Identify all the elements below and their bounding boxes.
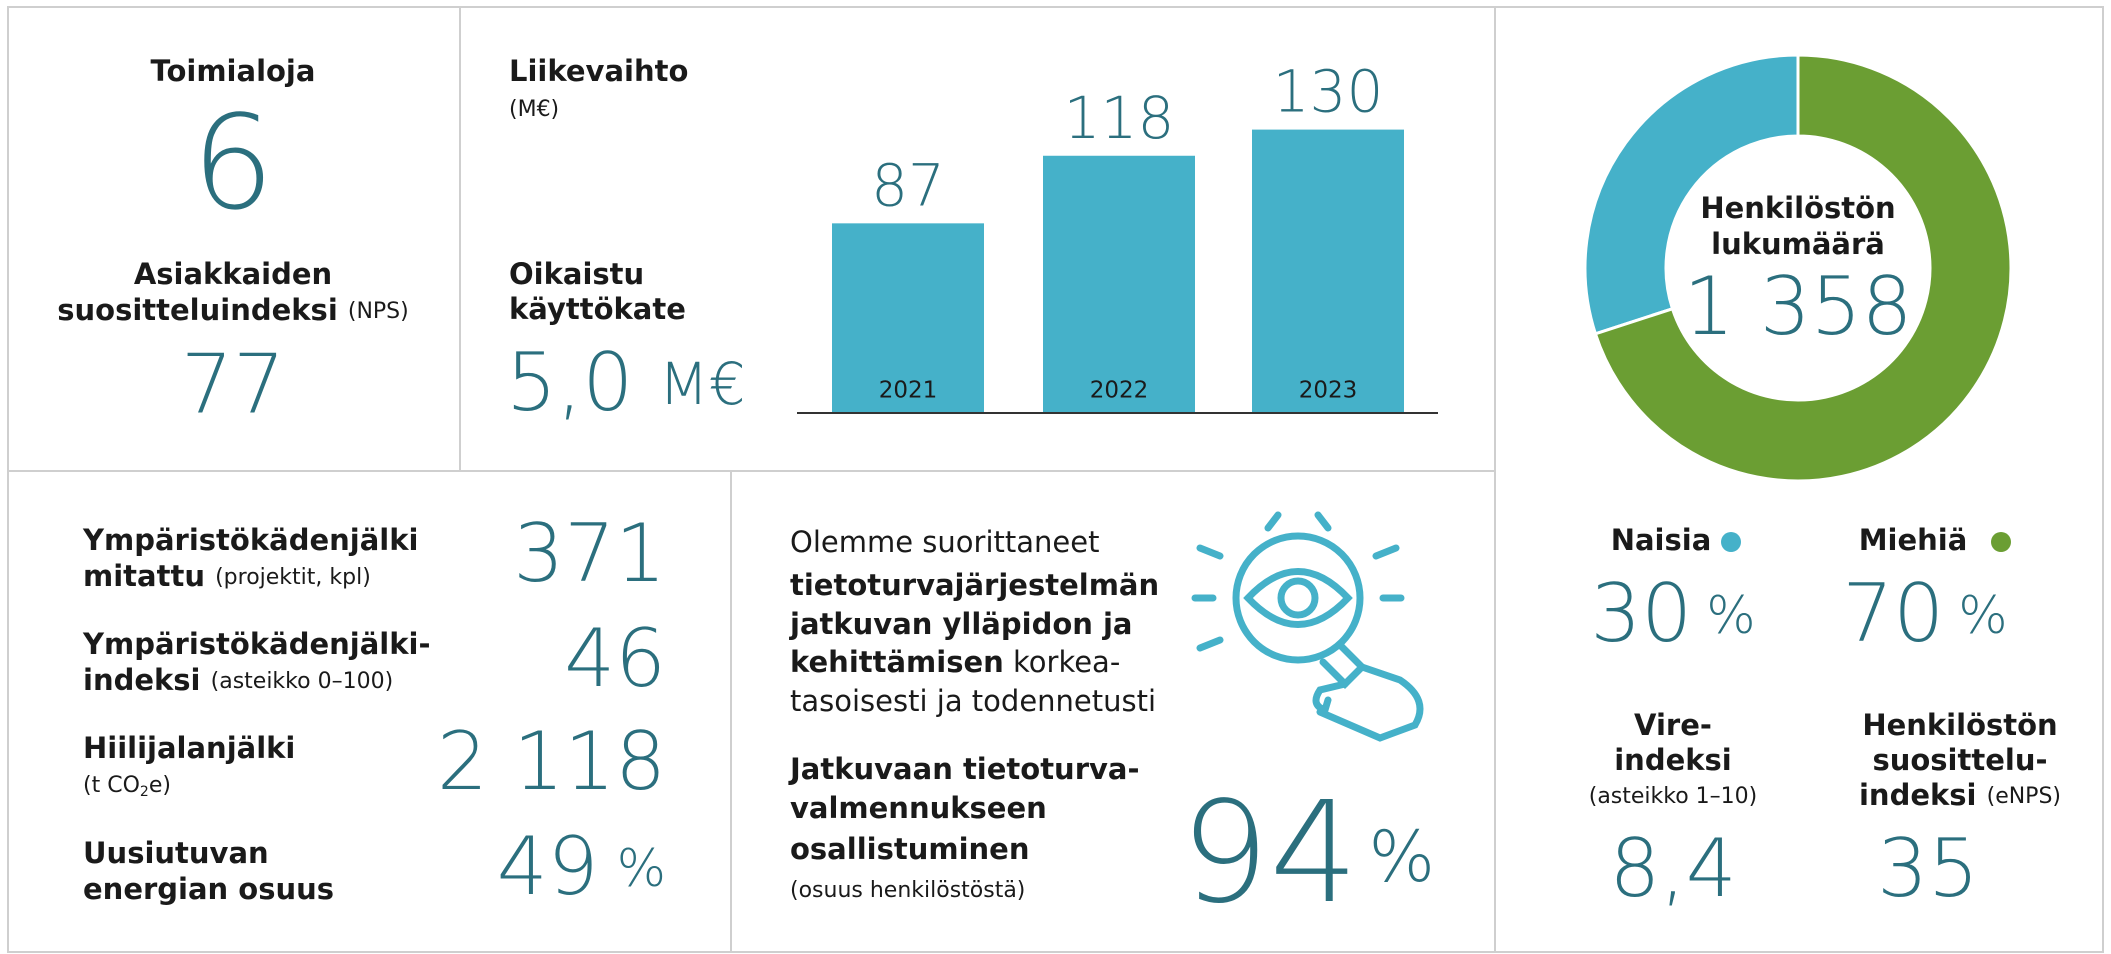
text: tietoturvajärjestelmän [790, 568, 1159, 602]
label: Hiilijalanjälki [83, 731, 295, 765]
text: tasoisesti ja todennetusti [790, 684, 1156, 718]
value-label: 130 [1273, 58, 1384, 126]
label: indeksi (eNPS) [1859, 778, 2061, 812]
label: Henkilöstön [1862, 708, 2057, 742]
note: (eNPS) [1987, 784, 2061, 809]
label: Uusiutuvan [83, 836, 269, 870]
label: Ympäristökädenjälki- [82, 627, 430, 661]
note: (t CO2e) [83, 773, 171, 800]
text: kehittämisen [790, 645, 1004, 679]
note: (asteikko 0–100) [211, 669, 394, 694]
unit: % [617, 839, 666, 899]
unit: % [1706, 586, 1755, 646]
value: 8,4 [1609, 822, 1736, 915]
label: Ympäristökädenjälki [82, 523, 418, 557]
note: (projektit, kpl) [215, 565, 371, 590]
label: Uusiutuvan [83, 836, 269, 870]
value: 6 [192, 87, 275, 239]
donut-segment [1593, 53, 2013, 483]
value: 5,0 M€ [506, 336, 746, 429]
value: 46 [564, 612, 666, 705]
bar [1043, 155, 1195, 413]
bar-chart: 87 2021 118 2022 130 2023 [797, 58, 1438, 414]
label: indeksi [83, 663, 201, 697]
note: (osuus henkilöstöstä) [790, 878, 1025, 903]
legend-dot [1991, 532, 2011, 552]
category-label: 2023 [1299, 378, 1358, 404]
label: Asiakkaiden [134, 257, 332, 291]
value: 2 118 [437, 715, 666, 808]
category-label: 2022 [1090, 378, 1149, 404]
label: mitattu [83, 559, 205, 593]
label: indeksi [1859, 778, 1977, 812]
text: jatkuvan ylläpidon ja [789, 607, 1133, 641]
label: Jatkuvaan tietoturva- [788, 752, 1140, 786]
label: valmennukseen [790, 791, 1047, 825]
category-label: 2021 [879, 378, 938, 404]
note: 2 [140, 784, 149, 800]
bar [1252, 129, 1404, 413]
legend-entry: Naisia [1611, 523, 1712, 557]
value: 70 [1842, 567, 1944, 660]
unit: % [1368, 816, 1435, 898]
unit: (M€) [509, 97, 559, 122]
note: (NPS) [348, 299, 409, 324]
label: Oikaistu [509, 257, 644, 291]
label: energian osuus [83, 872, 334, 906]
label: mitattu (projektit, kpl) [83, 559, 371, 593]
label: suosittelu- [1872, 743, 2047, 777]
label: osallistuminen [790, 832, 1029, 866]
value: 46 [564, 612, 666, 705]
donut-title: lukumäärä [1711, 227, 1885, 261]
donut-chart: Naisia 30 % Miehiä 70% [1583, 53, 2013, 660]
label: Hiilijalanjälki [83, 731, 295, 765]
legend-label: Naisia [1611, 523, 1712, 557]
label: Ympäristökädenjälki [82, 523, 418, 557]
donut-title: Henkilöstön [1700, 191, 1895, 225]
value: 5,0 [506, 336, 633, 429]
label: indeksi (asteikko 0–100) [83, 663, 393, 697]
label: Vire- [1634, 708, 1712, 742]
text: kehittämisen korkea- [790, 645, 1120, 679]
value: 49 [497, 820, 599, 913]
magnifier-icon [1191, 511, 1424, 742]
donut-segment [1583, 53, 1800, 336]
value: 94% [1180, 772, 1435, 935]
value: 70% [1842, 567, 2007, 660]
legend-label: Miehiä [1859, 523, 1968, 557]
legend-dot [1721, 532, 1741, 552]
value: 35 [1877, 822, 1979, 915]
chart-title: Liikevaihto [509, 54, 688, 88]
value: 2 118 [437, 715, 666, 808]
note: e) [149, 773, 171, 798]
label: energian osuus [83, 872, 334, 906]
text: Olemme suorittaneet [790, 525, 1099, 559]
note: (asteikko 1–10) [1589, 784, 1758, 809]
frame [7, 6, 2104, 953]
text: korkea- [1013, 645, 1120, 679]
label: suositteluindeksi (NPS) [57, 293, 408, 327]
value: 371 [513, 507, 666, 600]
legend-entry: Miehiä [1859, 523, 1968, 557]
value: 77 [181, 338, 285, 433]
value-label: 87 [871, 151, 945, 219]
value: 49% [497, 820, 666, 913]
label: Ympäristökädenjälki- [82, 627, 430, 661]
label: Toimialoja [151, 54, 316, 88]
label: suositteluindeksi [57, 293, 338, 327]
value-label: 118 [1064, 84, 1175, 152]
value: 94 [1180, 772, 1358, 935]
value: 30 [1590, 567, 1692, 660]
note: (t CO [83, 773, 140, 798]
value: 371 [513, 507, 666, 600]
value: 30% [1590, 567, 1755, 660]
total: 1 358 [1683, 260, 1912, 353]
label: indeksi [1614, 743, 1732, 777]
unit: % [1958, 586, 2007, 646]
label: käyttökate [509, 292, 686, 326]
unit: M€ [659, 350, 746, 418]
bar [832, 223, 984, 413]
